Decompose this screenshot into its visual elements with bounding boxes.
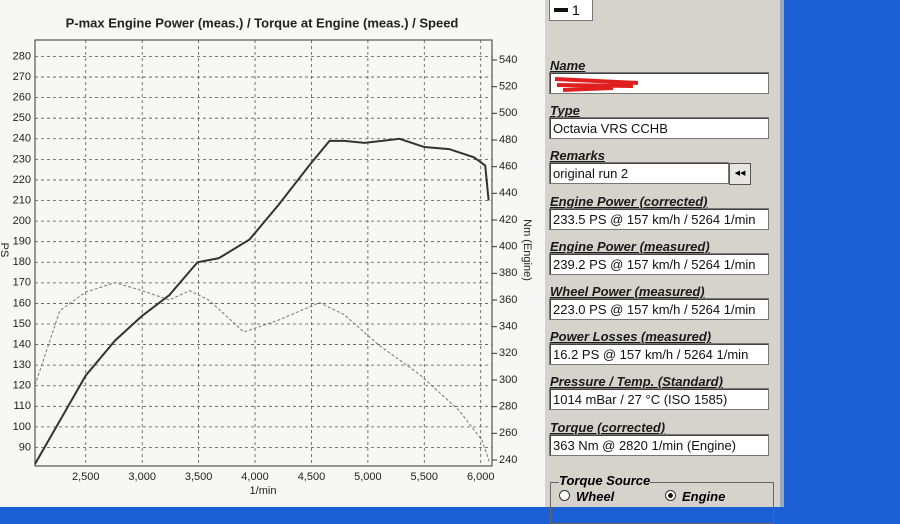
side-panel: 1 Name Type Octavia VRS CCHB Remarks ◀◀ origi… bbox=[545, 0, 780, 524]
y-tick-label: 200 bbox=[13, 215, 31, 227]
y-tick-label: 240 bbox=[13, 133, 31, 145]
chart: P-max Engine Power (meas.) / Torque at E… bbox=[0, 0, 545, 507]
field-box[interactable]: 239.2 PS @ 157 km/h / 5264 1/min bbox=[549, 252, 769, 275]
panel-edge bbox=[780, 0, 784, 507]
field-label: Pressure / Temp. (Standard) bbox=[550, 374, 723, 390]
y2-tick-label: 240 bbox=[499, 454, 517, 466]
chart-title: P-max Engine Power (meas.) / Torque at E… bbox=[66, 15, 459, 30]
y-tick-label: 110 bbox=[13, 400, 31, 412]
y-tick-label: 280 bbox=[13, 50, 31, 62]
torque-source-group: Torque Source Wheel Engine bbox=[550, 473, 774, 524]
y-tick-label: 270 bbox=[13, 71, 31, 83]
y-tick-label: 160 bbox=[13, 297, 31, 309]
radio-label: Engine bbox=[682, 489, 726, 504]
y2-tick-label: 260 bbox=[499, 427, 517, 439]
redaction bbox=[554, 77, 639, 92]
y-axis-label: PS bbox=[0, 243, 10, 258]
y-tick-label: 220 bbox=[13, 174, 31, 186]
y-tick-label: 120 bbox=[13, 380, 31, 392]
field-label: Torque (corrected) bbox=[550, 419, 666, 435]
y2-tick-label: 540 bbox=[499, 54, 517, 66]
field-label: Power Losses (measured) bbox=[550, 329, 712, 345]
field-box[interactable]: 16.2 PS @ 157 km/h / 5264 1/min bbox=[549, 343, 769, 366]
y2-tick-label: 500 bbox=[499, 107, 517, 119]
x-tick-label: 4,000 bbox=[241, 471, 269, 483]
y-tick-label: 230 bbox=[13, 153, 31, 165]
x-tick-label: 4,500 bbox=[298, 471, 326, 483]
field-label: Wheel Power (measured) bbox=[550, 284, 705, 299]
group-label: Torque Source bbox=[559, 473, 651, 488]
y2-tick-label: 520 bbox=[499, 81, 517, 93]
y-tick-label: 150 bbox=[13, 318, 31, 330]
y2-tick-label: 380 bbox=[499, 267, 517, 279]
radio[interactable] bbox=[559, 490, 570, 501]
y-tick-label: 130 bbox=[13, 359, 31, 371]
field-label: Engine Power (corrected) bbox=[550, 193, 708, 209]
field-box[interactable]: 233.5 PS @ 157 km/h / 5264 1/min bbox=[549, 207, 769, 230]
y-tick-label: 100 bbox=[13, 421, 31, 433]
radio-label: Wheel bbox=[576, 489, 615, 504]
page: P-max Engine Power (meas.) / Torque at E… bbox=[0, 0, 784, 524]
field-label: Type bbox=[550, 103, 580, 119]
x-tick-label: 5,000 bbox=[354, 471, 382, 483]
y2-tick-label: 420 bbox=[499, 214, 517, 226]
x-tick-label: 3,000 bbox=[128, 471, 156, 483]
y-tick-label: 140 bbox=[13, 338, 31, 350]
y2-tick-label: 460 bbox=[499, 161, 517, 173]
field-box[interactable]: 223.0 PS @ 157 km/h / 5264 1/min bbox=[549, 298, 769, 320]
field-label: Name bbox=[550, 58, 586, 73]
y2-tick-label: 400 bbox=[499, 241, 517, 253]
field-box[interactable]: original run 2 bbox=[549, 162, 729, 185]
y-tick-label: 170 bbox=[13, 277, 31, 289]
y-tick-label: 190 bbox=[13, 236, 31, 248]
radio-option[interactable]: Engine bbox=[665, 489, 725, 504]
y2-tick-label: 360 bbox=[499, 294, 517, 306]
field-box[interactable] bbox=[549, 72, 769, 94]
tab-box[interactable]: 1 bbox=[549, 0, 593, 21]
x-tick-label: 6,000 bbox=[467, 471, 495, 483]
series-line bbox=[34, 137, 490, 465]
y-tick-label: 180 bbox=[13, 256, 31, 268]
y2-tick-label: 340 bbox=[499, 321, 517, 333]
y2-tick-label: 300 bbox=[499, 374, 517, 386]
y2-axis-label: Nm (Engine) bbox=[521, 219, 533, 281]
field-box[interactable]: 1014 mBar / 27 °C (ISO 1585) bbox=[549, 388, 769, 411]
dropdown-button[interactable]: ◀◀ bbox=[729, 163, 751, 186]
x-tick-label: 3,500 bbox=[185, 471, 213, 483]
radio[interactable] bbox=[665, 490, 676, 501]
y-tick-label: 210 bbox=[13, 194, 31, 206]
chart-background bbox=[0, 0, 545, 507]
field-box[interactable]: Octavia VRS CCHB bbox=[549, 117, 769, 140]
y-tick-label: 90 bbox=[19, 441, 31, 453]
x-axis-label: 1/min bbox=[250, 485, 277, 497]
x-tick-label: 5,500 bbox=[411, 471, 439, 483]
radio-option[interactable]: Wheel bbox=[559, 489, 614, 504]
tab-icon bbox=[554, 8, 568, 12]
y-tick-label: 250 bbox=[13, 112, 31, 124]
y2-tick-label: 280 bbox=[499, 401, 517, 413]
series-line bbox=[34, 282, 491, 463]
tab-label: 1 bbox=[572, 2, 580, 18]
y2-tick-label: 480 bbox=[499, 134, 517, 146]
field-label: Engine Power (measured) bbox=[550, 238, 710, 254]
y2-tick-label: 440 bbox=[499, 187, 517, 199]
plot-frame bbox=[34, 39, 493, 467]
field-label: Remarks bbox=[550, 148, 605, 164]
y-tick-label: 260 bbox=[13, 92, 31, 104]
x-tick-label: 2,500 bbox=[72, 471, 100, 483]
field-box[interactable]: 363 Nm @ 2820 1/min (Engine) bbox=[549, 433, 769, 456]
y2-tick-label: 320 bbox=[499, 347, 517, 359]
